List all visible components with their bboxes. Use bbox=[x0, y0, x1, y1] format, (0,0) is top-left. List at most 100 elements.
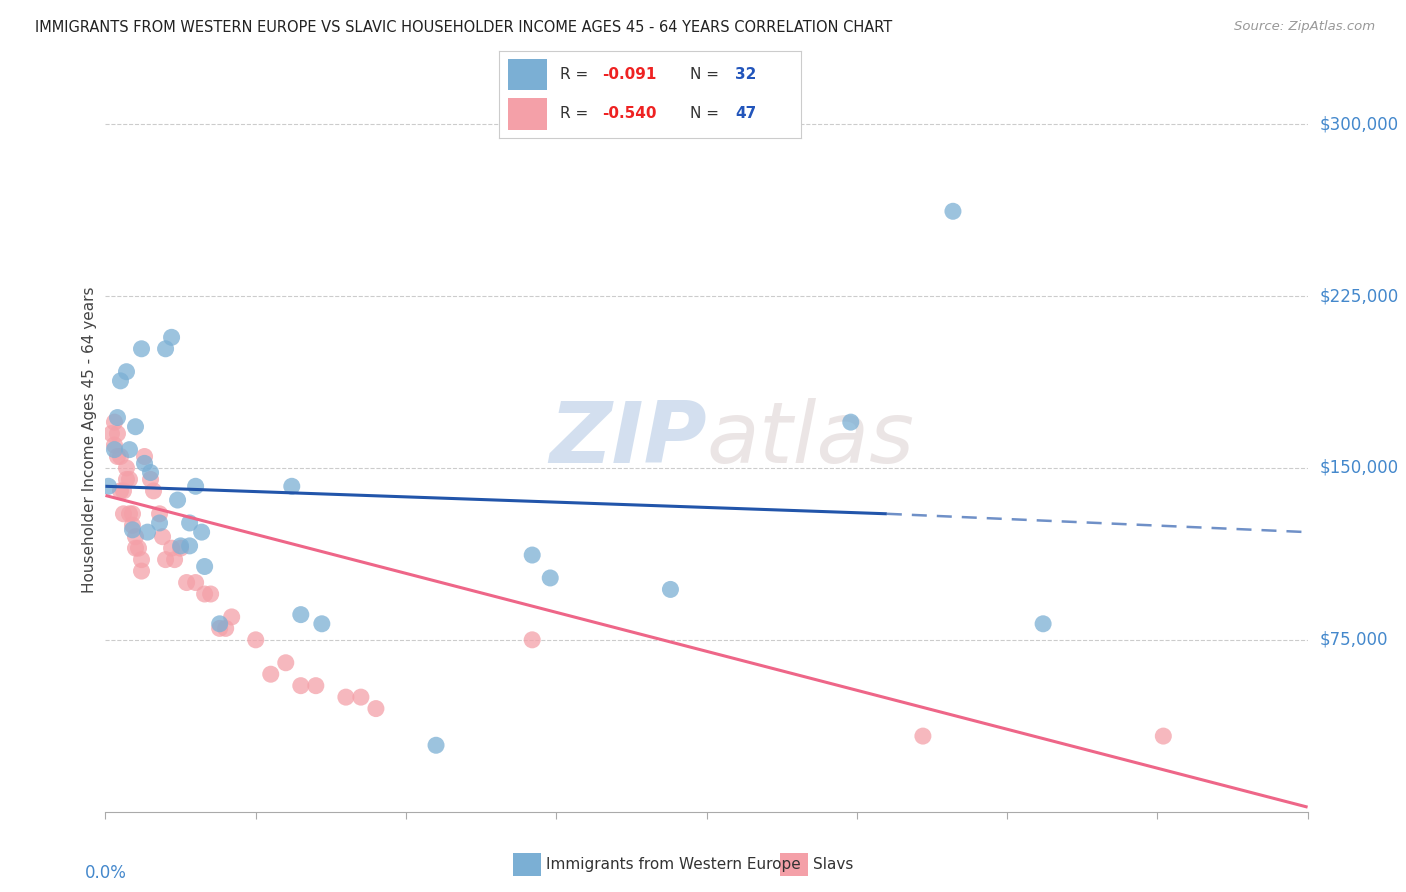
Point bbox=[942, 204, 965, 219]
Point bbox=[142, 483, 165, 498]
Bar bbox=[508, 98, 547, 129]
Bar bbox=[508, 59, 547, 90]
Point bbox=[176, 575, 198, 590]
Point bbox=[260, 667, 283, 681]
Text: $300,000: $300,000 bbox=[1320, 115, 1399, 133]
Point bbox=[245, 632, 267, 647]
Text: IMMIGRANTS FROM WESTERN EUROPE VS SLAVIC HOUSEHOLDER INCOME AGES 45 - 64 YEARS C: IMMIGRANTS FROM WESTERN EUROPE VS SLAVIC… bbox=[35, 20, 893, 35]
Point bbox=[148, 516, 170, 530]
Point bbox=[274, 656, 297, 670]
Point bbox=[118, 472, 141, 486]
Point bbox=[190, 525, 212, 540]
Point bbox=[522, 548, 544, 562]
Point bbox=[166, 493, 188, 508]
Point bbox=[200, 587, 222, 601]
Point bbox=[118, 442, 141, 457]
Point bbox=[1032, 616, 1054, 631]
Point bbox=[160, 330, 183, 344]
Text: $150,000: $150,000 bbox=[1320, 459, 1399, 477]
Point bbox=[163, 552, 186, 566]
Point bbox=[148, 507, 170, 521]
Point bbox=[103, 442, 125, 457]
Point bbox=[160, 541, 183, 556]
Text: atlas: atlas bbox=[707, 398, 914, 481]
Point bbox=[124, 541, 146, 556]
Text: ZIP: ZIP bbox=[548, 398, 707, 481]
Text: Immigrants from Western Europe: Immigrants from Western Europe bbox=[546, 857, 800, 871]
Text: N =: N = bbox=[689, 67, 724, 82]
Point bbox=[311, 616, 333, 631]
Point bbox=[208, 621, 231, 635]
Point bbox=[107, 426, 129, 441]
Point bbox=[659, 582, 682, 597]
Point bbox=[110, 374, 132, 388]
Point bbox=[155, 552, 177, 566]
Text: 0.0%: 0.0% bbox=[84, 863, 127, 882]
Point bbox=[139, 466, 162, 480]
Point bbox=[121, 518, 143, 533]
Point bbox=[152, 530, 174, 544]
Point bbox=[124, 530, 146, 544]
Point bbox=[103, 438, 125, 452]
Point bbox=[118, 507, 141, 521]
Point bbox=[100, 426, 122, 441]
Point bbox=[134, 450, 156, 464]
Point bbox=[131, 342, 153, 356]
Point bbox=[136, 525, 159, 540]
Point bbox=[112, 507, 135, 521]
Point bbox=[110, 450, 132, 464]
Point bbox=[131, 552, 153, 566]
Point bbox=[214, 621, 236, 635]
Point bbox=[179, 539, 201, 553]
Point bbox=[911, 729, 934, 743]
Point bbox=[1152, 729, 1174, 743]
Point bbox=[115, 472, 138, 486]
Point bbox=[115, 365, 138, 379]
Point bbox=[305, 679, 328, 693]
Text: $75,000: $75,000 bbox=[1320, 631, 1388, 648]
Point bbox=[103, 415, 125, 429]
Point bbox=[194, 587, 217, 601]
Point bbox=[134, 456, 156, 470]
Point bbox=[139, 472, 162, 486]
Point bbox=[97, 479, 120, 493]
Point bbox=[522, 632, 544, 647]
Point bbox=[290, 679, 312, 693]
Point bbox=[425, 738, 447, 752]
Point bbox=[107, 410, 129, 425]
Point bbox=[124, 419, 146, 434]
Text: -0.540: -0.540 bbox=[602, 106, 657, 121]
Point bbox=[221, 610, 243, 624]
Point bbox=[335, 690, 357, 705]
Point bbox=[115, 461, 138, 475]
Point bbox=[364, 701, 387, 715]
Text: 32: 32 bbox=[735, 67, 756, 82]
Point bbox=[131, 564, 153, 578]
Point bbox=[538, 571, 561, 585]
Point bbox=[208, 616, 231, 631]
Point bbox=[169, 539, 191, 553]
Point bbox=[350, 690, 373, 705]
Text: 47: 47 bbox=[735, 106, 756, 121]
Point bbox=[184, 575, 207, 590]
Text: R =: R = bbox=[560, 67, 593, 82]
Text: $225,000: $225,000 bbox=[1320, 287, 1399, 305]
Text: -0.091: -0.091 bbox=[602, 67, 657, 82]
Text: R =: R = bbox=[560, 106, 593, 121]
Y-axis label: Householder Income Ages 45 - 64 years: Householder Income Ages 45 - 64 years bbox=[82, 286, 97, 592]
Point bbox=[121, 507, 143, 521]
Text: Slavs: Slavs bbox=[813, 857, 853, 871]
Point bbox=[290, 607, 312, 622]
Point bbox=[169, 541, 191, 556]
Point bbox=[281, 479, 304, 493]
Point bbox=[155, 342, 177, 356]
Point bbox=[110, 483, 132, 498]
Point bbox=[128, 541, 150, 556]
Text: N =: N = bbox=[689, 106, 724, 121]
Point bbox=[194, 559, 217, 574]
Point bbox=[112, 483, 135, 498]
Text: Source: ZipAtlas.com: Source: ZipAtlas.com bbox=[1234, 20, 1375, 33]
Point bbox=[121, 523, 143, 537]
Point bbox=[839, 415, 862, 429]
Point bbox=[184, 479, 207, 493]
